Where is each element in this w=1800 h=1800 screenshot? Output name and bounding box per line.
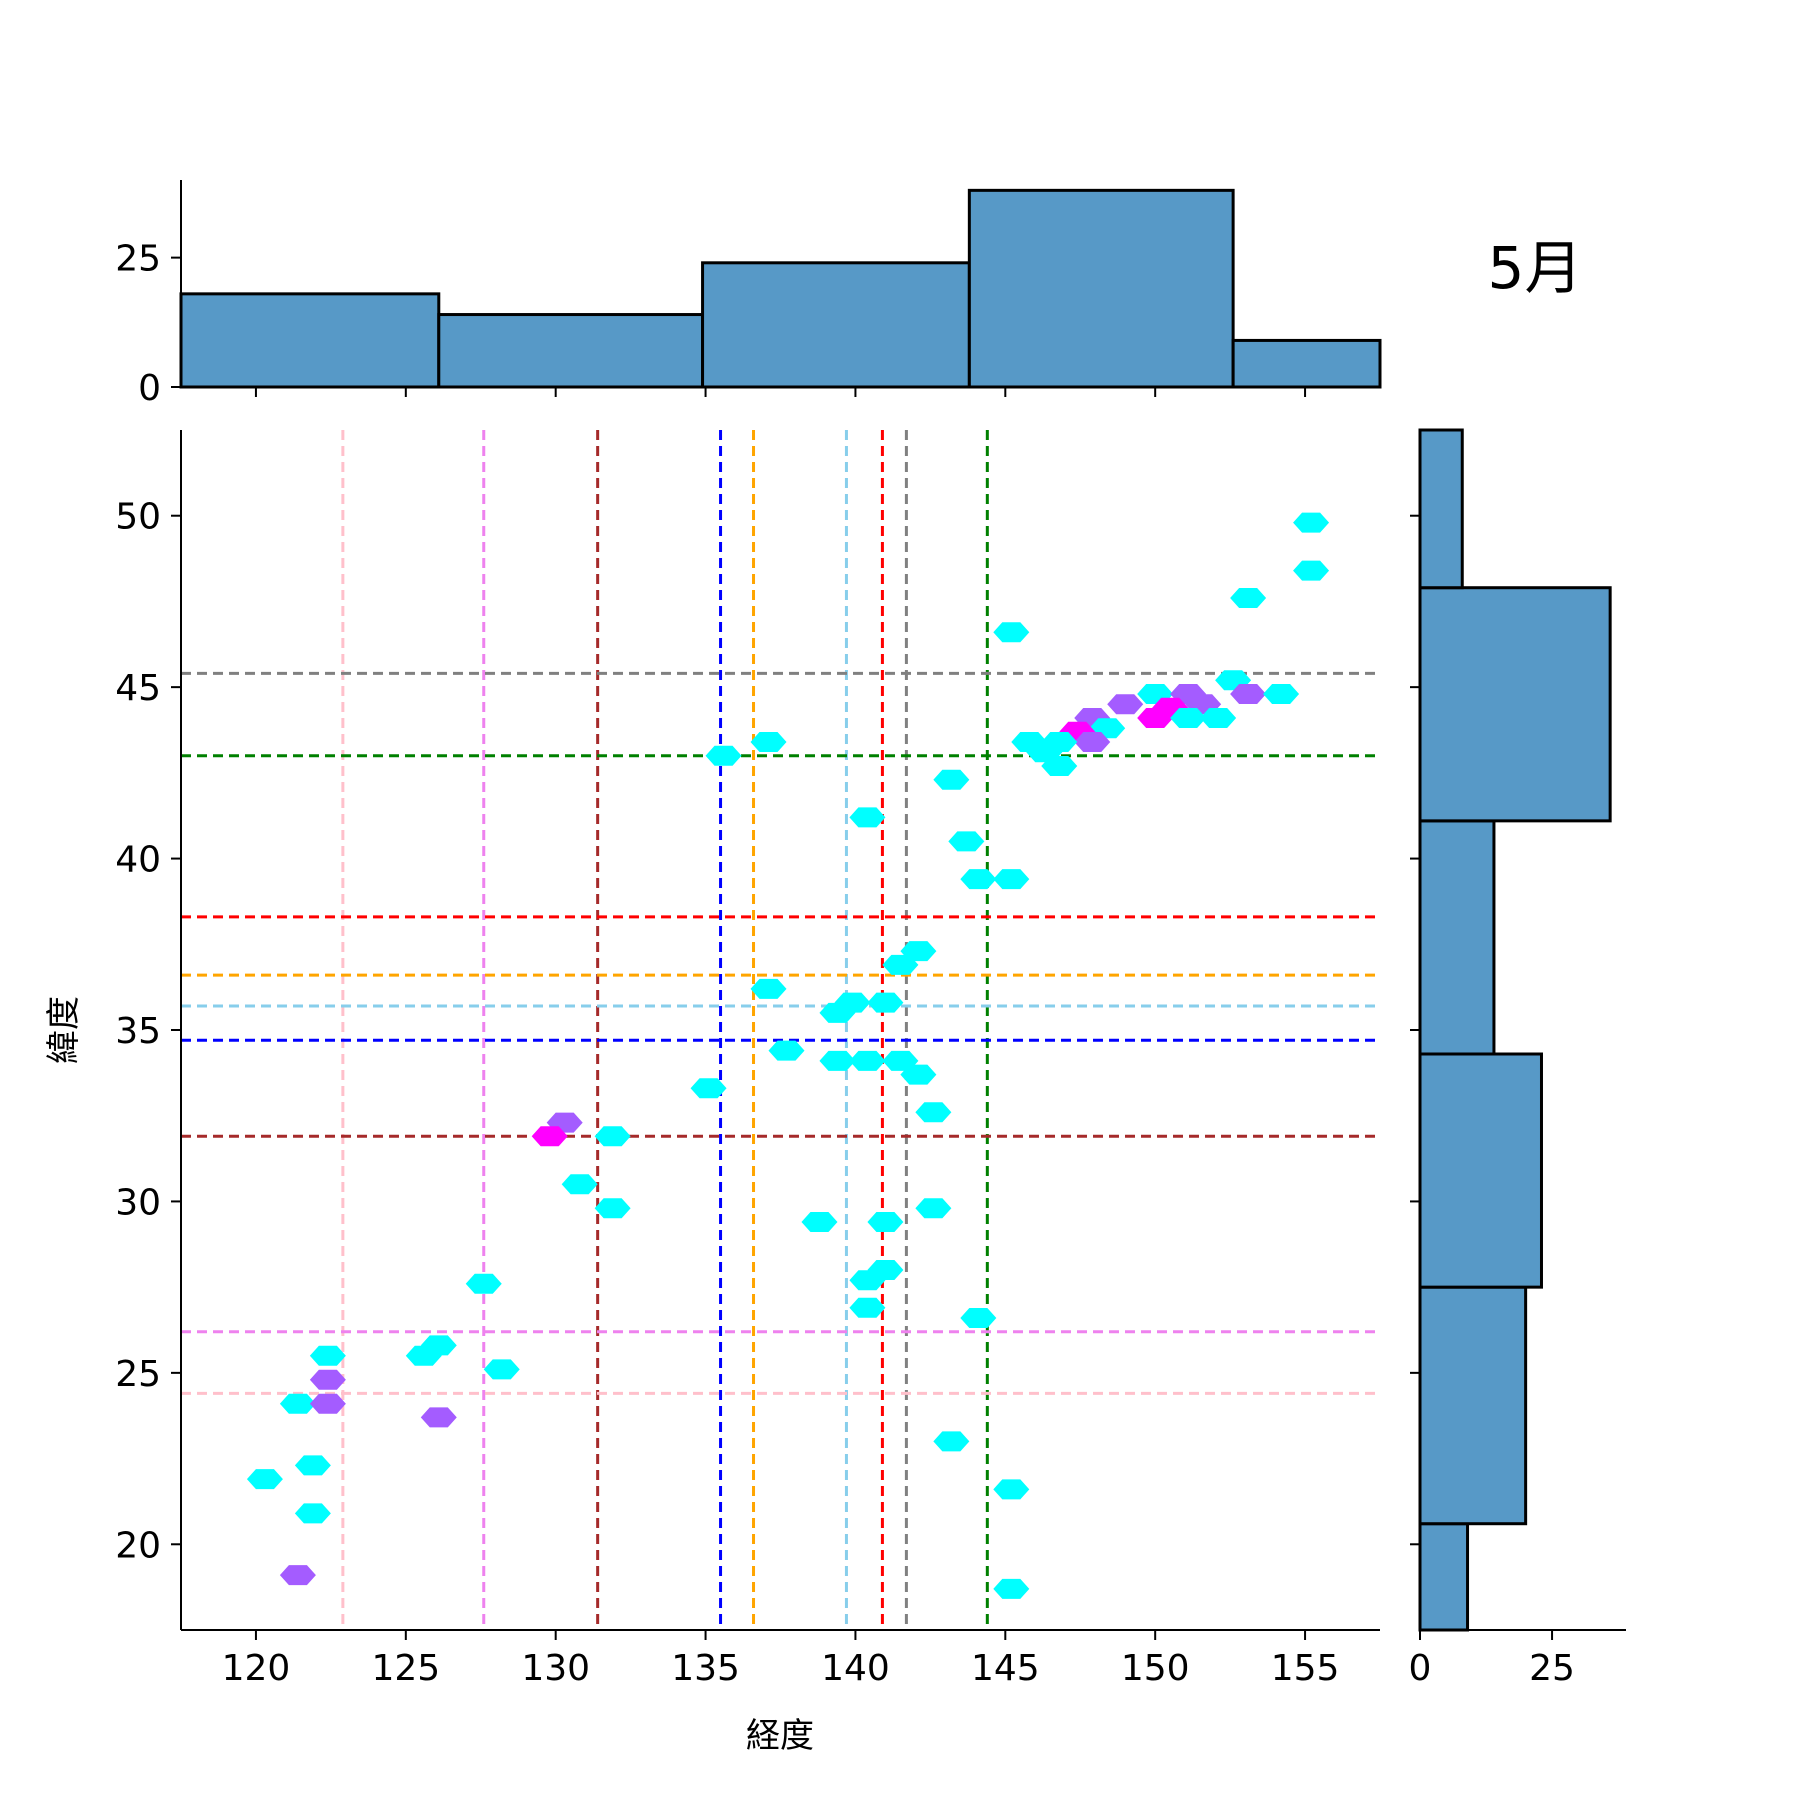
hexbin-cell bbox=[1170, 708, 1207, 728]
hexbin-cell bbox=[483, 1359, 520, 1380]
hexbin-cell bbox=[849, 1297, 886, 1318]
hexbin-cell bbox=[915, 1198, 952, 1219]
x-tick-label: 155 bbox=[1271, 1648, 1340, 1689]
hexbin-cell bbox=[279, 1393, 316, 1414]
hexbin-cell bbox=[960, 869, 997, 890]
y-tick-label: 30 bbox=[115, 1182, 161, 1223]
horizontal-reference-lines bbox=[181, 671, 1380, 1395]
histogram-bar bbox=[701, 261, 971, 389]
hexbin-cell bbox=[933, 769, 970, 790]
y-tick-label: 25 bbox=[115, 239, 161, 280]
hexbin-cell bbox=[819, 1050, 856, 1071]
hexbin-cell bbox=[768, 1040, 805, 1061]
y-axis-label: 緯度 bbox=[44, 996, 84, 1064]
hexbin-cell bbox=[960, 1308, 997, 1328]
hexbin-cell bbox=[465, 1273, 502, 1294]
histogram-bar bbox=[1418, 1285, 1528, 1526]
hexbin-cell bbox=[594, 1126, 631, 1147]
x-tick-label: 145 bbox=[971, 1648, 1040, 1689]
hexbin-cell bbox=[900, 1064, 937, 1085]
hexbin-cell bbox=[750, 732, 787, 752]
x-tick-label: 125 bbox=[371, 1648, 440, 1689]
hexbin-cell bbox=[948, 831, 985, 852]
hexbin-cell bbox=[1107, 694, 1144, 715]
marginal-histogram-y: 0 25 bbox=[1409, 428, 1626, 1689]
x-tick-label: 140 bbox=[821, 1648, 890, 1689]
hexbin-cell bbox=[690, 1078, 727, 1099]
y-tick-label: 0 bbox=[138, 368, 161, 409]
hexbin-cell bbox=[867, 992, 904, 1013]
hexbin-cell bbox=[1293, 560, 1330, 581]
y-tick-label: 35 bbox=[115, 1011, 161, 1052]
hexbin-cells bbox=[246, 512, 1330, 1599]
x-axis-label: 経度 bbox=[746, 1716, 814, 1756]
x-tick-label: 150 bbox=[1121, 1648, 1190, 1689]
histogram-bar bbox=[1231, 338, 1382, 389]
x-tick-label: 0 bbox=[1409, 1648, 1432, 1689]
y-tick-label: 50 bbox=[115, 497, 161, 538]
y-tick-label: 25 bbox=[115, 1354, 161, 1395]
histogram-bar bbox=[1418, 586, 1612, 823]
hexbin-cell bbox=[882, 954, 919, 975]
histogram-bar bbox=[967, 188, 1235, 389]
hexbin-cell bbox=[993, 869, 1030, 890]
hexbin-cell bbox=[294, 1455, 331, 1476]
hexbin-cell bbox=[705, 745, 742, 766]
hexbin-cell bbox=[933, 1431, 970, 1452]
vertical-reference-lines bbox=[341, 430, 989, 1630]
x-tick-label: 130 bbox=[521, 1648, 590, 1689]
hexbin-cell bbox=[309, 1393, 346, 1414]
x-tick-label: 120 bbox=[222, 1648, 291, 1689]
hexbin-cell bbox=[405, 1345, 442, 1366]
hexbin-cell bbox=[594, 1198, 631, 1219]
hexbin-cell bbox=[1074, 732, 1111, 752]
histogram-bar bbox=[179, 292, 441, 389]
hexbin-cell bbox=[993, 1479, 1030, 1500]
y-tick-label: 20 bbox=[115, 1525, 161, 1566]
hexbin-cell bbox=[849, 1050, 886, 1071]
histogram-bar bbox=[1418, 1522, 1470, 1632]
hexbin-cell bbox=[993, 622, 1030, 643]
hexbin-cell bbox=[246, 1469, 283, 1490]
hexbin-cell bbox=[1230, 684, 1267, 704]
main-axes: 120 125 130 135 140 145 150 155 20 25 30 35 40 45 50 bbox=[115, 430, 1380, 1689]
hexbin-cell bbox=[1263, 684, 1300, 704]
hexbin-cell bbox=[531, 1126, 568, 1147]
hexbin-cell bbox=[1200, 708, 1237, 728]
hexbin-cell bbox=[561, 1174, 598, 1195]
histogram-bar bbox=[1418, 819, 1496, 1056]
histogram-bar bbox=[1418, 1052, 1543, 1289]
hexbin-cell bbox=[1041, 756, 1078, 776]
chart-title: 5月 bbox=[1488, 234, 1583, 302]
hexbin-cell bbox=[1230, 588, 1267, 608]
x-tick-label: 25 bbox=[1529, 1648, 1575, 1689]
hexbin-cell bbox=[750, 978, 787, 999]
histogram-bar bbox=[1418, 428, 1464, 590]
hexbin-cell bbox=[915, 1102, 952, 1123]
hexbin-cell bbox=[309, 1369, 346, 1390]
hexbin-cell bbox=[1293, 512, 1330, 533]
marginal-histogram-x: 0 25 bbox=[115, 180, 1382, 409]
x-tick-label: 135 bbox=[671, 1648, 740, 1689]
hexbin-cell bbox=[309, 1345, 346, 1366]
main-hexbin-plot: 120 125 130 135 140 145 150 155 20 25 30 35 40 45 50 bbox=[115, 430, 1380, 1689]
hexbin-cell bbox=[279, 1565, 316, 1586]
hexbin-cell bbox=[993, 1578, 1030, 1599]
histogram-bar bbox=[437, 313, 705, 389]
hexbin-cell bbox=[819, 1002, 856, 1023]
hexbin-cell bbox=[420, 1407, 457, 1428]
hexbin-cell bbox=[849, 1270, 886, 1291]
hexbin-cell bbox=[801, 1212, 838, 1232]
hexbin-cell bbox=[294, 1503, 331, 1524]
y-tick-label: 45 bbox=[115, 668, 161, 709]
hexbin-cell bbox=[849, 807, 886, 828]
y-tick-label: 40 bbox=[115, 840, 161, 881]
hexbin-cell bbox=[867, 1212, 904, 1232]
